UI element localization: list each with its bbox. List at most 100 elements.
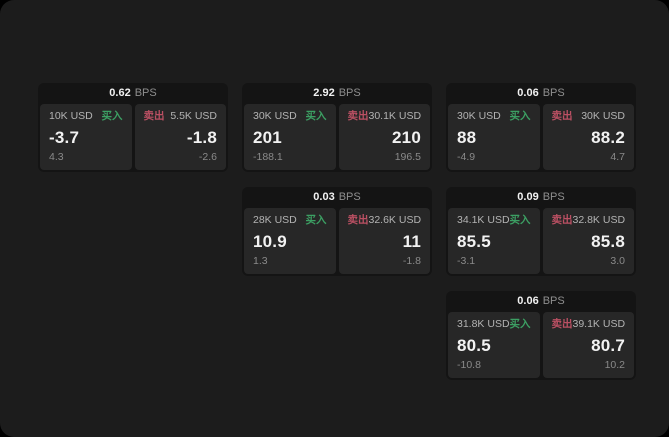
sell-panel[interactable]: 卖出 32.8K USD 85.8 3.0 (542, 208, 634, 274)
sell-panel[interactable]: 卖出 30.1K USD 210 196.5 (338, 104, 430, 170)
sell-value: 85.8 (591, 232, 625, 251)
sell-sub-value: 3.0 (610, 255, 625, 268)
buy-value: 88 (457, 128, 477, 147)
sell-amount: 39.1K USD (572, 318, 626, 330)
quote-card: 0.06 BPS 30K USD 买入 88 -4.9 卖出 30K USD (446, 83, 636, 172)
sell-panel-top: 卖出 39.1K USD (551, 318, 626, 331)
buy-label: 买入 (305, 110, 327, 122)
sell-panel-top: 卖出 32.8K USD (551, 214, 626, 227)
buy-panel[interactable]: 30K USD 买入 88 -4.9 (448, 104, 540, 170)
sell-label: 卖出 (347, 110, 369, 122)
buy-amount: 10K USD (49, 110, 93, 122)
buy-value: 80.5 (457, 336, 491, 355)
bps-unit: BPS (134, 87, 157, 99)
sell-amount: 32.6K USD (368, 214, 422, 226)
buy-amount: 31.8K USD (457, 318, 510, 330)
sell-panel[interactable]: 卖出 30K USD 88.2 4.7 (542, 104, 634, 170)
panels-row: 10K USD 买入 -3.7 4.3 卖出 5.5K USD -1.8 -2.… (38, 104, 228, 172)
sell-label: 卖出 (347, 214, 369, 226)
sell-amount: 30K USD (581, 110, 625, 122)
buy-value: 10.9 (253, 232, 287, 251)
sell-panel[interactable]: 卖出 5.5K USD -1.8 -2.6 (134, 104, 226, 170)
buy-panel[interactable]: 34.1K USD 买入 85.5 -3.1 (448, 208, 540, 274)
buy-panel[interactable]: 28K USD 买入 10.9 1.3 (244, 208, 336, 274)
buy-amount: 28K USD (253, 214, 297, 226)
sell-panel[interactable]: 卖出 39.1K USD 80.7 10.2 (542, 312, 634, 378)
sell-sub-value: 196.5 (394, 151, 421, 164)
sell-panel[interactable]: 卖出 32.6K USD 11 -1.8 (338, 208, 430, 274)
buy-amount: 30K USD (253, 110, 297, 122)
sell-panel-top: 卖出 32.6K USD (347, 214, 422, 227)
sell-amount: 30.1K USD (368, 110, 422, 122)
sell-sub-value: 10.2 (604, 359, 625, 372)
bps-value: 0.06 (517, 295, 539, 307)
card-header: 2.92 BPS (242, 83, 432, 104)
panels-row: 28K USD 买入 10.9 1.3 卖出 32.6K USD 11 -1.8 (242, 208, 432, 276)
panels-row: 30K USD 买入 88 -4.9 卖出 30K USD 88.2 4.7 (446, 104, 636, 172)
buy-label: 买入 (305, 214, 327, 226)
card-header: 0.09 BPS (446, 187, 636, 208)
sell-value: 88.2 (591, 128, 625, 147)
sell-value: 210 (392, 128, 421, 147)
quote-card: 0.03 BPS 28K USD 买入 10.9 1.3 卖出 32.6K US… (242, 187, 432, 276)
buy-label: 买入 (509, 214, 531, 226)
buy-panel[interactable]: 30K USD 买入 201 -188.1 (244, 104, 336, 170)
bps-value: 0.62 (109, 87, 131, 99)
sell-label: 卖出 (551, 110, 573, 122)
bps-value: 0.06 (517, 87, 539, 99)
cards-grid: 0.62 BPS 10K USD 买入 -3.7 4.3 卖出 5.5K USD (38, 83, 636, 380)
sell-amount: 5.5K USD (170, 110, 217, 122)
buy-panel[interactable]: 10K USD 买入 -3.7 4.3 (40, 104, 132, 170)
bps-unit: BPS (338, 87, 361, 99)
buy-sub-value: -10.8 (457, 359, 481, 372)
sell-label: 卖出 (551, 318, 573, 330)
buy-amount: 30K USD (457, 110, 501, 122)
panels-row: 34.1K USD 买入 85.5 -3.1 卖出 32.8K USD 85.8… (446, 208, 636, 276)
buy-panel-top: 31.8K USD 买入 (457, 318, 531, 331)
buy-value: 85.5 (457, 232, 491, 251)
card-header: 0.06 BPS (446, 83, 636, 104)
bps-value: 0.03 (313, 191, 335, 203)
sell-sub-value: 4.7 (610, 151, 625, 164)
bps-value: 0.09 (517, 191, 539, 203)
bps-unit: BPS (338, 191, 361, 203)
sell-sub-value: -2.6 (198, 151, 217, 164)
quote-card: 0.09 BPS 34.1K USD 买入 85.5 -3.1 卖出 32.8K… (446, 187, 636, 276)
sell-panel-top: 卖出 5.5K USD (143, 110, 218, 123)
card-header: 0.62 BPS (38, 83, 228, 104)
buy-panel-top: 10K USD 买入 (49, 110, 123, 123)
bps-unit: BPS (542, 191, 565, 203)
panels-row: 31.8K USD 买入 80.5 -10.8 卖出 39.1K USD 80.… (446, 312, 636, 380)
quote-card: 0.06 BPS 31.8K USD 买入 80.5 -10.8 卖出 39.1… (446, 291, 636, 380)
buy-panel-top: 30K USD 买入 (457, 110, 531, 123)
panels-row: 30K USD 买入 201 -188.1 卖出 30.1K USD 210 1… (242, 104, 432, 172)
buy-sub-value: -3.1 (457, 255, 476, 268)
buy-amount: 34.1K USD (457, 214, 510, 226)
sell-label: 卖出 (551, 214, 573, 226)
buy-label: 买入 (509, 318, 531, 330)
buy-sub-value: -188.1 (253, 151, 283, 164)
buy-label: 买入 (101, 110, 123, 122)
buy-value: -3.7 (49, 128, 80, 147)
sell-label: 卖出 (143, 110, 165, 122)
sell-value: 11 (402, 232, 421, 251)
quote-card: 2.92 BPS 30K USD 买入 201 -188.1 卖出 30.1K … (242, 83, 432, 172)
buy-sub-value: 1.3 (253, 255, 268, 268)
buy-panel-top: 34.1K USD 买入 (457, 214, 531, 227)
sell-value: -1.8 (186, 128, 217, 147)
bps-unit: BPS (542, 87, 565, 99)
bps-unit: BPS (542, 295, 565, 307)
buy-panel-top: 30K USD 买入 (253, 110, 327, 123)
buy-panel-top: 28K USD 买入 (253, 214, 327, 227)
card-header: 0.06 BPS (446, 291, 636, 312)
sell-amount: 32.8K USD (572, 214, 626, 226)
buy-value: 201 (253, 128, 282, 147)
buy-label: 买入 (509, 110, 531, 122)
quote-card: 0.62 BPS 10K USD 买入 -3.7 4.3 卖出 5.5K USD (38, 83, 228, 172)
sell-sub-value: -1.8 (402, 255, 421, 268)
sell-value: 80.7 (591, 336, 625, 355)
bps-value: 2.92 (313, 87, 335, 99)
buy-sub-value: -4.9 (457, 151, 476, 164)
buy-panel[interactable]: 31.8K USD 买入 80.5 -10.8 (448, 312, 540, 378)
